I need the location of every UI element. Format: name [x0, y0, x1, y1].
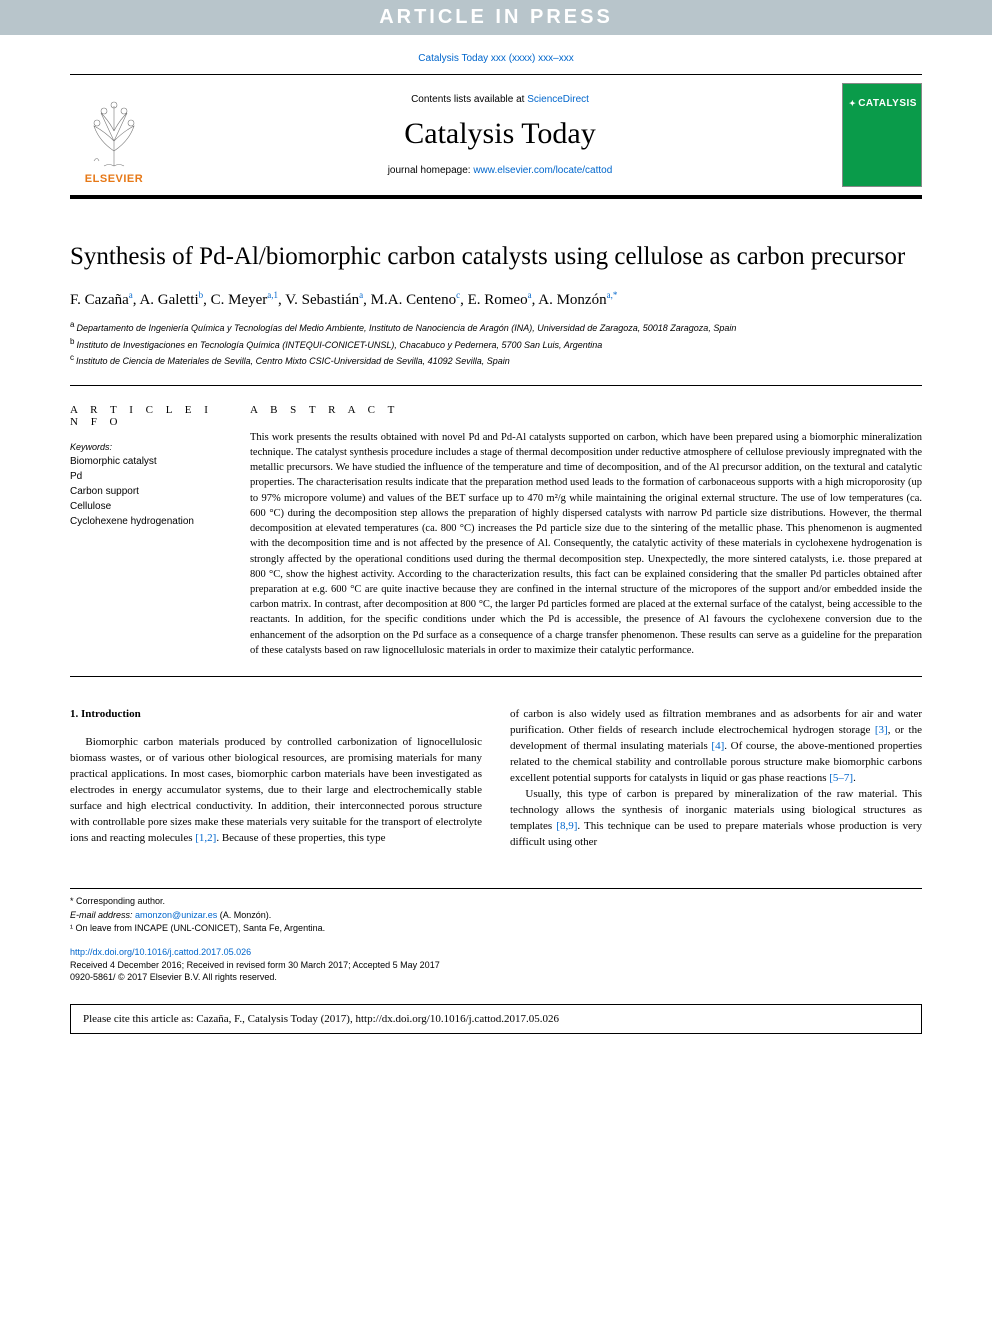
homepage-link[interactable]: www.elsevier.com/locate/cattod — [473, 165, 612, 176]
column-left: 1. Introduction Biomorphic carbon materi… — [70, 707, 482, 850]
elsevier-tree-icon — [79, 101, 149, 171]
article-info: A R T I C L E I N F O Keywords: Biomorph… — [70, 404, 250, 658]
contents-line: Contents lists available at ScienceDirec… — [158, 94, 842, 105]
keyword: Cellulose — [70, 499, 230, 514]
paragraph: of carbon is also widely used as filtrat… — [510, 707, 922, 787]
copyright-line: 0920-5861/ © 2017 Elsevier B.V. All righ… — [70, 971, 922, 984]
elsevier-text: ELSEVIER — [85, 173, 143, 185]
author: C. Meyera,1 — [211, 292, 278, 308]
abstract: A B S T R A C T This work presents the r… — [250, 404, 922, 658]
journal-name: Catalysis Today — [158, 117, 842, 151]
ref-link[interactable]: [4] — [711, 740, 724, 752]
sciencedirect-link[interactable]: ScienceDirect — [527, 94, 589, 105]
author: A. Galettib — [139, 292, 203, 308]
received-line: Received 4 December 2016; Received in re… — [70, 959, 922, 972]
column-right: of carbon is also widely used as filtrat… — [510, 707, 922, 850]
email-line: E-mail address: amonzon@unizar.es (A. Mo… — [70, 909, 922, 923]
email-label: E-mail address: — [70, 910, 135, 920]
affiliations: aDepartamento de Ingeniería Química y Te… — [70, 319, 922, 369]
journal-cover-thumb: CATALYSIS — [842, 83, 922, 187]
author: V. Sebastiána — [285, 292, 363, 308]
author: M.A. Centenoc — [371, 292, 460, 308]
affiliation: cInstituto de Ciencia de Materiales de S… — [70, 352, 922, 369]
author: A. Monzóna,* — [538, 292, 617, 308]
email-link[interactable]: amonzon@unizar.es — [135, 910, 217, 920]
keyword: Pd — [70, 469, 230, 484]
homepage-line: journal homepage: www.elsevier.com/locat… — [158, 165, 842, 176]
abstract-text: This work presents the results obtained … — [250, 430, 922, 658]
cite-box: Please cite this article as: Cazaña, F.,… — [70, 1004, 922, 1034]
ref-link[interactable]: [8,9] — [556, 820, 577, 832]
paragraph: Usually, this type of carbon is prepared… — [510, 787, 922, 851]
keyword: Carbon support — [70, 484, 230, 499]
affiliation: aDepartamento de Ingeniería Química y Te… — [70, 319, 922, 336]
paragraph: Biomorphic carbon materials produced by … — [70, 735, 482, 847]
corresponding-author: * Corresponding author. — [70, 895, 922, 909]
keywords-label: Keywords: — [70, 442, 230, 452]
top-citation-link[interactable]: Catalysis Today xxx (xxxx) xxx–xxx — [418, 53, 573, 64]
ref-link[interactable]: [5–7] — [829, 772, 853, 784]
doi-link[interactable]: http://dx.doi.org/10.1016/j.cattod.2017.… — [70, 947, 251, 957]
header-center: Contents lists available at ScienceDirec… — [158, 94, 842, 176]
keyword: Cyclohexene hydrogenation — [70, 514, 230, 529]
contents-prefix: Contents lists available at — [411, 94, 527, 105]
journal-header: ELSEVIER Contents lists available at Sci… — [70, 74, 922, 199]
homepage-prefix: journal homepage: — [388, 165, 474, 176]
ref-link[interactable]: [3] — [875, 724, 888, 736]
elsevier-logo: ELSEVIER — [70, 85, 158, 185]
article-info-label: A R T I C L E I N F O — [70, 404, 230, 428]
keyword: Biomorphic catalyst — [70, 454, 230, 469]
abstract-label: A B S T R A C T — [250, 404, 922, 416]
intro-heading: 1. Introduction — [70, 707, 482, 723]
author: F. Cazañaa — [70, 292, 133, 308]
author: E. Romeoa — [468, 292, 532, 308]
info-abstract-block: A R T I C L E I N F O Keywords: Biomorph… — [70, 385, 922, 677]
article-in-press-banner: ARTICLE IN PRESS — [0, 0, 992, 35]
ref-link[interactable]: [1,2] — [195, 832, 216, 844]
keywords-list: Biomorphic catalyst Pd Carbon support Ce… — [70, 454, 230, 529]
footnote-1: ¹ On leave from INCAPE (UNL-CONICET), Sa… — [70, 922, 922, 936]
body-columns: 1. Introduction Biomorphic carbon materi… — [70, 707, 922, 850]
top-citation: Catalysis Today xxx (xxxx) xxx–xxx — [0, 35, 992, 74]
authors-line: F. Cazañaa, A. Galettib, C. Meyera,1, V.… — [70, 290, 922, 309]
article-title: Synthesis of Pd-Al/biomorphic carbon cat… — [70, 241, 922, 272]
footnotes: * Corresponding author. E-mail address: … — [70, 888, 922, 936]
cover-title: CATALYSIS — [849, 98, 915, 109]
doi-block: http://dx.doi.org/10.1016/j.cattod.2017.… — [70, 946, 922, 984]
affiliation: bInstituto de Investigaciones en Tecnolo… — [70, 336, 922, 353]
email-suffix: (A. Monzón). — [217, 910, 271, 920]
